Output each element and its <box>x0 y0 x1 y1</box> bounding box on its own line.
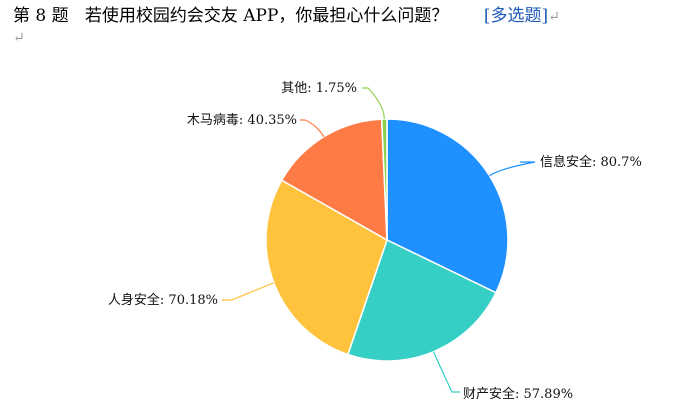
paragraph-mark-icon: ↵ <box>548 9 560 25</box>
slice-label-4: 木马病毒: 40.35% <box>187 113 297 128</box>
slice-label-2: 财产安全: 57.89% <box>463 386 573 402</box>
leader-line-1 <box>489 161 536 177</box>
leader-line-3 <box>222 282 275 301</box>
question-header: 第 8 题 若使用校园约会交友 APP，你最担心什么问题？ [多选题]↵ <box>13 4 560 29</box>
slice-label-1: 信息安全: 80.7% <box>540 154 642 170</box>
question-text: 若使用校园约会交友 APP，你最担心什么问题？ <box>84 6 449 26</box>
leader-line-2 <box>433 351 460 393</box>
slice-label-5: 其他: 1.75% <box>281 81 357 96</box>
pie-slice-1 <box>386 118 509 294</box>
slice-label-3: 人身安全: 70.18% <box>108 292 218 308</box>
question-type-tag: [多选题] <box>483 6 549 26</box>
leader-line-4 <box>300 119 325 138</box>
paragraph-mark-icon: ↵ <box>13 30 25 46</box>
question-number: 第 8 题 <box>13 6 69 26</box>
leader-line-5 <box>362 87 385 120</box>
